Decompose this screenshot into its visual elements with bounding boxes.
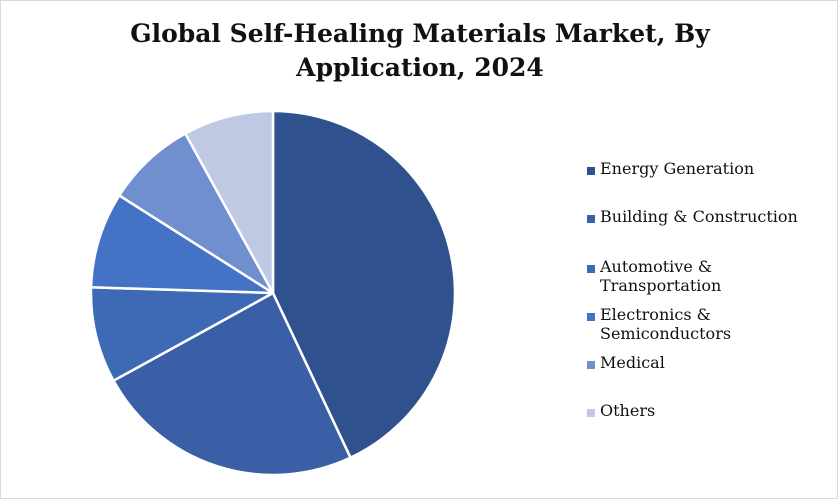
legend-item-energy-generation: Energy Generation [587,159,827,178]
legend-label: Automotive & Transportation [587,257,827,295]
legend-swatch-electronics-and-semiconductors [587,313,595,321]
chart-title-line-1: Global Self-Healing Materials Market, By [130,19,710,48]
legend-label-line: Others [600,401,656,420]
legend-label-line: Energy Generation [600,159,755,178]
legend-item-building-and-construction: Building & Construction [587,207,827,226]
legend-label-line: Semiconductors [600,324,732,343]
legend-item-electronics-and-semiconductors: Electronics & Semiconductors [587,305,827,343]
legend-label: Others [587,401,827,420]
legend-swatch-automotive-and-transportation [587,265,595,273]
legend-label: Building & Construction [587,207,827,226]
legend-swatch-medical [587,361,595,369]
pie-slice-electronics-and-semiconductors [89,194,275,295]
legend-swatch-building-and-construction [587,215,595,223]
legend-label: Energy Generation [587,159,827,178]
pie-slice-automotive-and-transportation [89,286,275,382]
legend-item-automotive-and-transportation: Automotive & Transportation [587,257,827,295]
pie-slice-medical [118,132,275,295]
legend-label-line: Electronics & [600,305,711,324]
legend-swatch-energy-generation [587,167,595,175]
chart-title-line-2: Application, 2024 [296,53,544,82]
legend-label-line: Transportation [600,276,722,295]
chart-title: Global Self-Healing Materials Market, By… [1,17,838,85]
legend-label-line: Automotive & [600,257,713,276]
legend-label: Electronics & Semiconductors [587,305,827,343]
pie-slice-energy-generation [271,109,457,459]
legend-item-others: Others [587,401,827,420]
legend-item-medical: Medical [587,353,827,372]
legend-label: Medical [587,353,827,372]
legend-label-line: Building & Construction [600,207,798,226]
pie-slice-others [184,109,275,295]
pie-slice-building-and-construction [112,291,352,477]
legend-label-line: Medical [600,353,665,372]
legend-swatch-others [587,409,595,417]
